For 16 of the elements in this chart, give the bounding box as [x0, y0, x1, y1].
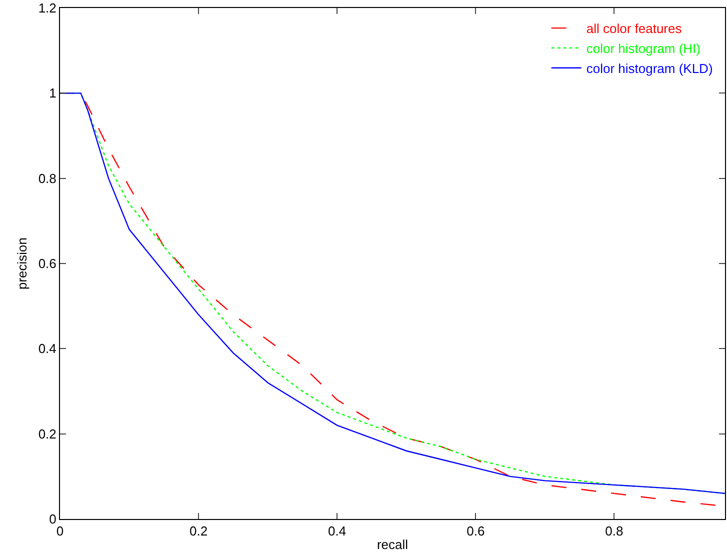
legend-label: color histogram (KLD): [586, 60, 713, 76]
legend-label: all color features: [586, 21, 682, 36]
x-axis-title: recall: [376, 537, 408, 552]
legend-label: color histogram (HI): [586, 41, 700, 56]
x-tick-label: 0.8: [605, 524, 624, 539]
y-tick-label: 0: [49, 512, 56, 527]
y-tick-label: 1.2: [38, 0, 56, 16]
x-tick-label: 0.4: [328, 524, 346, 539]
y-tick-label: 0.6: [38, 256, 56, 272]
y-tick-label: 0.8: [38, 170, 56, 186]
x-tick-label: 0.6: [466, 524, 485, 539]
y-tick-label: 0.2: [38, 426, 56, 442]
y-tick-label: 1: [49, 86, 56, 101]
x-tick-label: 0.2: [190, 524, 208, 539]
y-axis-title: precision: [14, 237, 30, 290]
y-tick-label: 0.4: [38, 341, 56, 356]
